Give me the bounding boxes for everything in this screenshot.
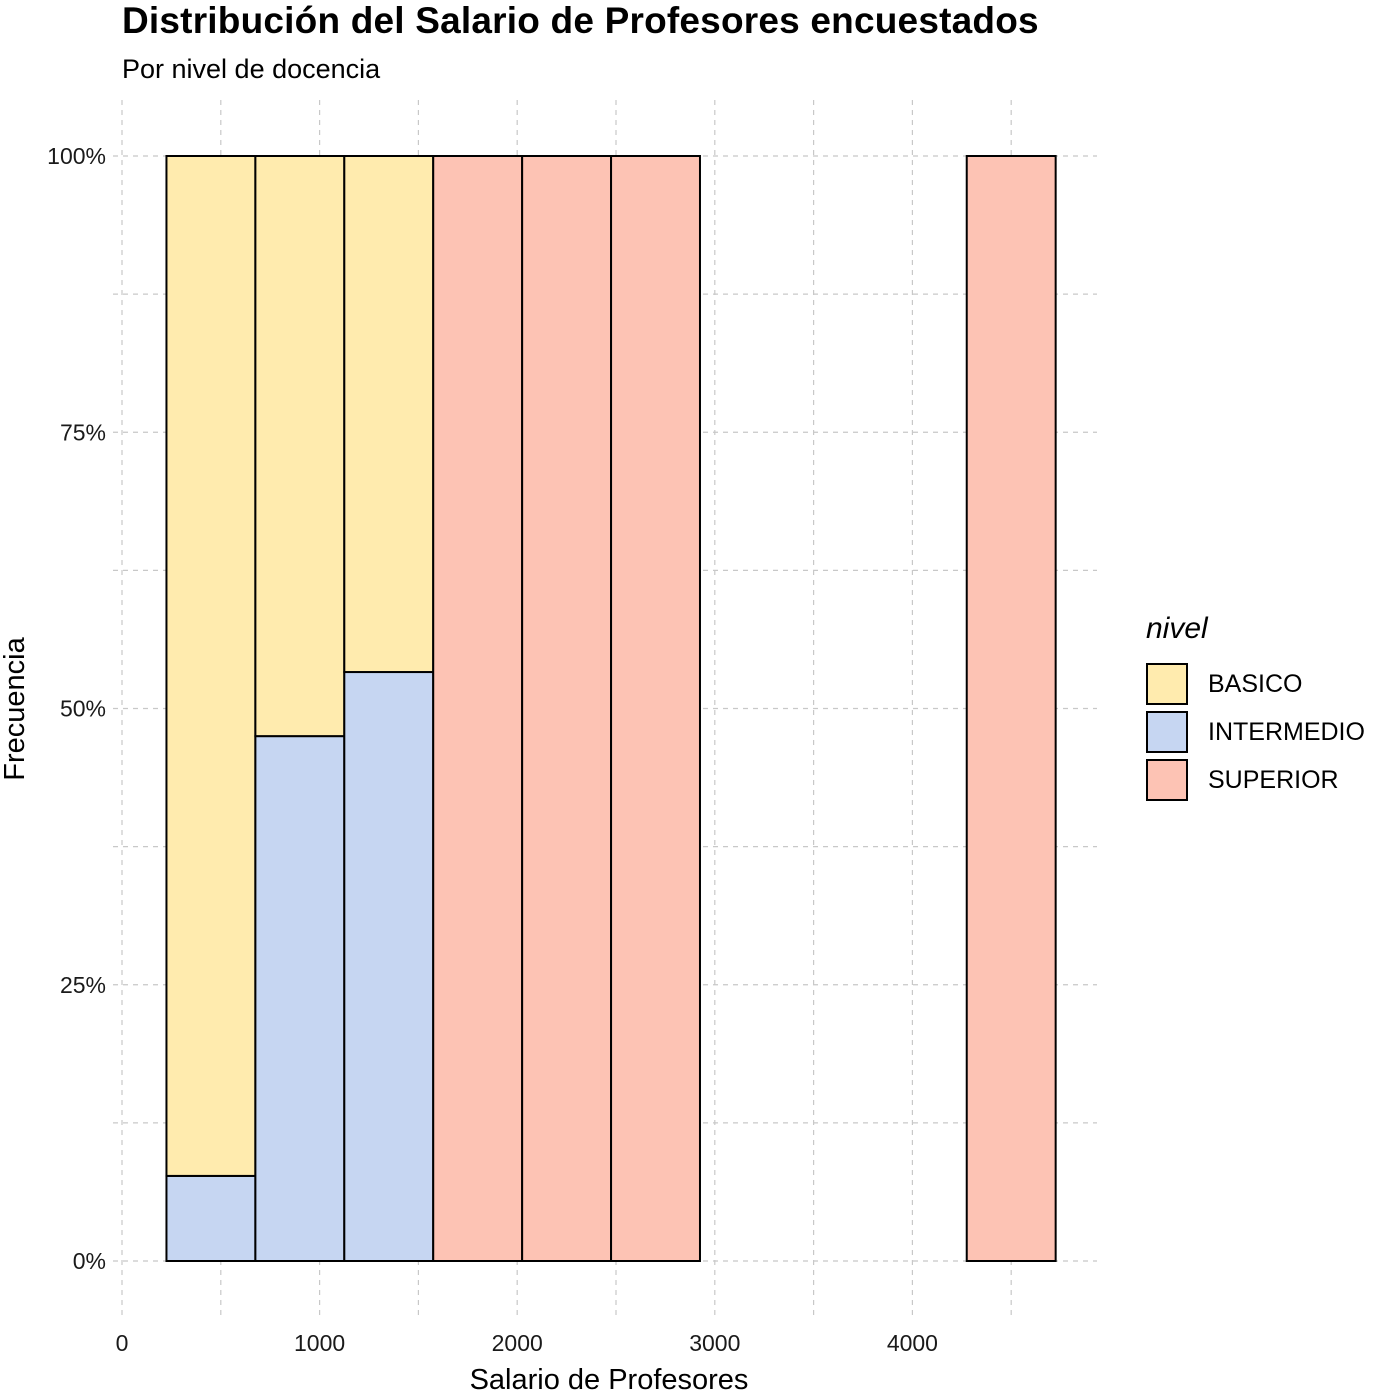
x-tick-label: 1000 (294, 1330, 345, 1356)
legend-swatch-intermedio (1146, 711, 1188, 753)
bar-intermedio-1 (254, 735, 346, 1262)
y-tick-label: 50% (60, 696, 106, 722)
legend-swatch-superior (1146, 759, 1188, 801)
x-axis-ticks: 0 1000 2000 3000 4000 (116, 1330, 938, 1356)
legend: nivel BASICO INTERMEDIO SUPERIOR (1146, 612, 1365, 804)
bars (165, 155, 1057, 1263)
bar-superior-5 (610, 155, 701, 1262)
x-tick-label: 0 (116, 1330, 129, 1356)
bar-basico-2 (343, 155, 435, 674)
x-tick-label: 2000 (492, 1330, 543, 1356)
bar-intermedio-0 (165, 1174, 257, 1263)
x-tick-label: 3000 (689, 1330, 740, 1356)
x-tick-label: 4000 (887, 1330, 938, 1356)
x-axis-title: Salario de Profesores (470, 1364, 749, 1396)
bar-intermedio-2 (343, 671, 435, 1262)
y-tick-label: 75% (60, 419, 106, 445)
chart-subtitle: Por nivel de docencia (122, 54, 381, 84)
y-tick-label: 25% (60, 972, 106, 998)
legend-item-basico: BASICO (1146, 660, 1365, 708)
legend-item-intermedio: INTERMEDIO (1146, 708, 1365, 756)
y-tick-label: 0% (73, 1248, 106, 1274)
legend-label-basico: BASICO (1208, 669, 1303, 698)
bar-superior-6 (965, 155, 1057, 1262)
y-axis-title: Frecuencia (0, 636, 31, 780)
legend-label-intermedio: INTERMEDIO (1208, 717, 1365, 746)
bar-superior-3 (432, 155, 524, 1262)
legend-label-superior: SUPERIOR (1208, 765, 1339, 794)
legend-item-superior: SUPERIOR (1146, 756, 1365, 804)
legend-title: nivel (1146, 612, 1208, 645)
y-axis-ticks: 0% 25% 50% 75% 100% (47, 143, 106, 1274)
y-tick-label: 100% (47, 143, 106, 169)
bar-basico-0 (165, 155, 257, 1177)
chart-title: Distribución del Salario de Profesores e… (122, 0, 1039, 41)
bar-superior-4 (521, 155, 613, 1262)
bar-basico-1 (254, 155, 346, 738)
legend-swatch-basico (1146, 663, 1188, 705)
